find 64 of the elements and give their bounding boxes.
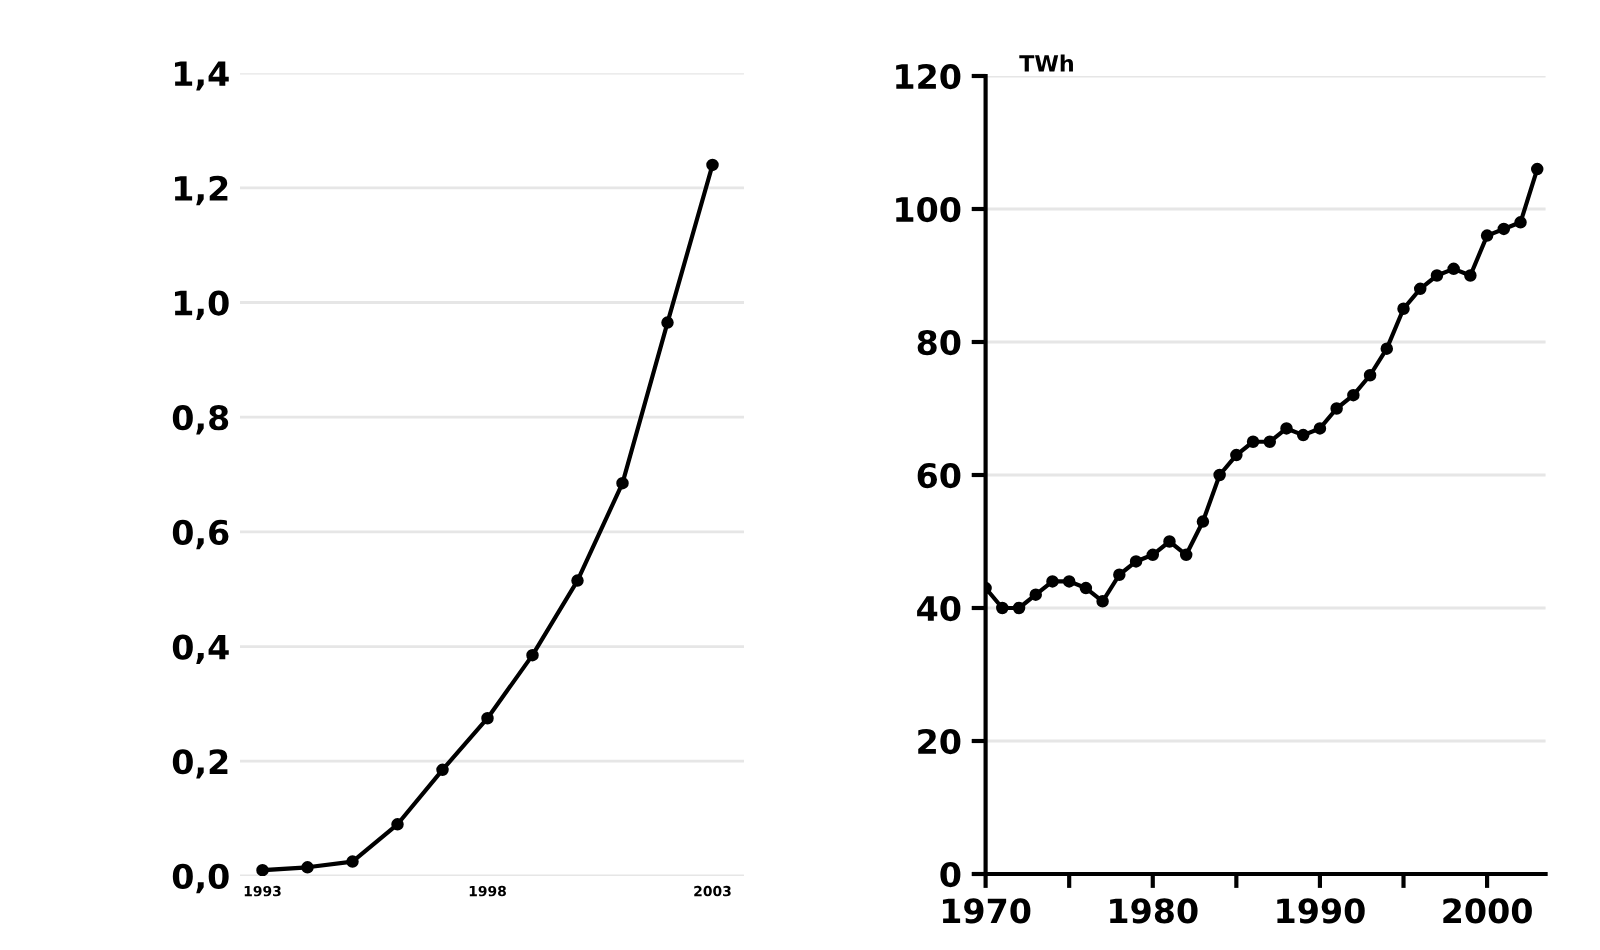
x-tick-label: 2000 <box>1443 898 1532 924</box>
point <box>1062 575 1076 588</box>
point <box>1129 555 1143 568</box>
x-tick-label: 1980 <box>1110 898 1198 924</box>
y-tick-label: 20 <box>918 728 961 755</box>
y-tick-label: 0,4 <box>172 634 229 664</box>
point <box>1113 568 1126 581</box>
point <box>1447 262 1460 276</box>
point <box>1347 388 1360 402</box>
point <box>996 601 1009 615</box>
point <box>1046 575 1059 588</box>
text: TWh <box>1019 54 1073 72</box>
point <box>661 316 674 329</box>
point <box>1480 229 1494 242</box>
point <box>1497 222 1511 236</box>
point <box>1196 515 1210 528</box>
point <box>1012 601 1026 615</box>
y-tick-label: 0 <box>940 861 961 888</box>
y-tick-label: 1,2 <box>174 175 228 206</box>
x-tick-label: 1970 <box>942 898 1031 924</box>
y-tick-label: 1,0 <box>174 290 229 320</box>
point <box>1213 468 1226 482</box>
point <box>1096 595 1109 608</box>
point <box>1246 435 1260 448</box>
point <box>1029 588 1042 601</box>
point <box>616 476 629 490</box>
point <box>481 711 494 725</box>
point <box>1514 216 1527 229</box>
point <box>1230 448 1243 462</box>
point <box>301 861 314 874</box>
point <box>256 863 269 876</box>
point <box>1146 548 1160 562</box>
point <box>1530 162 1544 176</box>
y-tick-label: 80 <box>917 329 961 356</box>
y-tick-label: 0,8 <box>172 405 229 435</box>
point <box>526 648 539 662</box>
point <box>391 818 404 831</box>
point <box>346 855 359 868</box>
point <box>1263 435 1277 448</box>
point <box>1363 369 1377 382</box>
point <box>1280 422 1293 435</box>
point <box>1397 302 1410 315</box>
point <box>1179 548 1193 562</box>
y-tick-label: 0,0 <box>172 863 229 894</box>
y-tick-label: 120 <box>896 63 961 90</box>
point <box>1330 402 1343 415</box>
point <box>571 574 584 587</box>
point <box>1413 282 1427 296</box>
y-tick-label: 0,6 <box>172 519 229 550</box>
y-tick-label: 60 <box>917 462 961 489</box>
y-tick-label: 40 <box>917 595 961 622</box>
point <box>1079 581 1093 595</box>
point <box>1296 428 1310 442</box>
point <box>436 763 449 777</box>
point <box>706 158 719 172</box>
point <box>1163 535 1176 548</box>
point <box>1313 422 1327 435</box>
y-tick-label: 100 <box>896 196 961 223</box>
y-tick-label: 1,4 <box>174 61 229 91</box>
point <box>1464 269 1477 282</box>
x-tick-label: 1990 <box>1277 898 1365 924</box>
y-tick-label: 0,2 <box>172 749 228 779</box>
point <box>1380 342 1394 355</box>
point <box>1430 269 1444 282</box>
